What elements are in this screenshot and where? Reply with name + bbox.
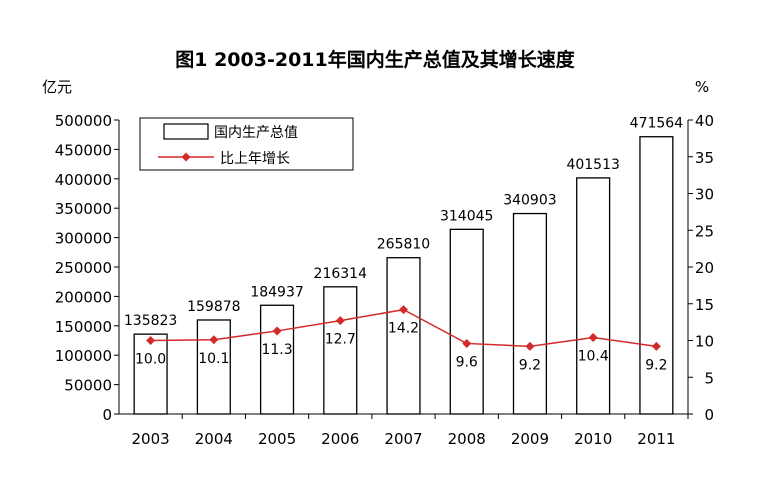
x-axis-tick-label: 2009 (511, 430, 549, 448)
right-axis-tick-label: 10 (695, 333, 714, 351)
gdp-bar (386, 257, 421, 415)
right-axis-unit: % (695, 78, 709, 96)
gdp-bar-label: 265810 (377, 237, 430, 253)
gdp-bar (512, 212, 548, 415)
gdp-bar-label: 340903 (503, 193, 556, 209)
left-axis-tick-label: 150000 (55, 318, 112, 336)
right-axis-tick-label: 35 (695, 149, 714, 167)
legend: 国内生产总值 比上年增长 (139, 117, 354, 171)
growth-label: 9.2 (645, 357, 667, 373)
growth-point (588, 333, 598, 343)
x-axis-tick-label: 2004 (195, 430, 233, 448)
gdp-bar (196, 319, 231, 415)
left-axis-tick-label: 200000 (55, 288, 112, 306)
gdp-bar-label: 471564 (630, 116, 684, 132)
axes-layer: 0 50000 100000 150000 200000 250000 300000 3500… (55, 112, 714, 448)
gdp-bar (323, 286, 358, 415)
left-axis-unit: 亿元 (42, 78, 72, 96)
gdp-bar-label: 401513 (566, 157, 619, 173)
right-axis-tick-label: 20 (695, 259, 714, 277)
growth-point (272, 326, 282, 336)
left-axis-tick-label: 0 (102, 406, 112, 424)
right-axis-tick-label: 15 (695, 296, 714, 314)
growth-label: 9.6 (456, 354, 478, 370)
legend-bar-label: 国内生产总值 (214, 125, 298, 141)
line-layer: 10.0 10.1 11.3 12.7 14.2 9.6 9.2 10.4 9.2 (135, 305, 668, 373)
growth-point (209, 335, 219, 345)
gdp-bar (259, 304, 295, 415)
legend-bar-swatch (163, 123, 209, 140)
gdp-bar-label: 314045 (440, 208, 493, 224)
gdp-bar-label: 216314 (314, 266, 368, 282)
x-axis-tick-label: 2005 (258, 430, 296, 448)
x-axis-tick-label: 2011 (637, 430, 675, 448)
left-axis-tick-label: 100000 (55, 347, 112, 365)
legend-line-marker (181, 152, 191, 162)
x-axis-tick-label: 2010 (574, 430, 612, 448)
left-axis-tick-label: 500000 (55, 112, 112, 130)
right-axis-tick-label: 25 (695, 222, 714, 240)
left-axis-tick-label: 400000 (55, 171, 112, 189)
gdp-bar-label: 184937 (250, 284, 303, 300)
left-axis-tick-label: 450000 (55, 141, 112, 159)
growth-label: 11.3 (261, 342, 292, 358)
bars-layer (133, 136, 674, 415)
gdp-bar-label: 159878 (187, 299, 240, 315)
chart-title: 图1 2003-2011年国内生产总值及其增长速度 (175, 48, 575, 71)
x-axis-tick-label: 2007 (384, 430, 422, 448)
growth-label: 12.7 (325, 332, 356, 348)
legend-line-label: 比上年增长 (220, 151, 290, 167)
gdp-bar (133, 333, 168, 415)
x-axis-tick-label: 2006 (321, 430, 359, 448)
growth-label: 10.1 (198, 351, 229, 367)
right-axis-tick-label: 5 (704, 369, 714, 387)
growth-point (146, 336, 156, 345)
bar-labels-layer: 135823 159878 184937 216314 265810 314045 3409… (124, 116, 683, 329)
left-axis-tick-label: 350000 (55, 200, 112, 218)
right-axis-tick-label: 40 (695, 112, 714, 130)
growth-point (651, 341, 661, 351)
growth-label: 14.2 (388, 321, 419, 337)
left-axis-tick-label: 50000 (64, 377, 112, 395)
x-axis-tick-label: 2003 (132, 430, 170, 448)
gdp-bar-label: 135823 (124, 313, 177, 329)
growth-label: 10.0 (135, 352, 166, 368)
right-axis-tick-label: 0 (704, 406, 714, 424)
x-axis-tick-label: 2008 (448, 430, 486, 448)
growth-point (525, 341, 535, 351)
growth-point (335, 316, 345, 326)
gdp-bar (576, 177, 611, 415)
growth-point (399, 305, 408, 315)
growth-label: 9.2 (519, 357, 541, 373)
right-axis-tick-label: 30 (695, 186, 714, 204)
left-axis-tick-label: 300000 (55, 230, 112, 248)
gdp-bar (639, 136, 674, 415)
growth-point (462, 338, 472, 348)
gdp-bar (449, 228, 484, 415)
left-axis-tick-label: 250000 (55, 259, 112, 277)
growth-label: 10.4 (578, 349, 609, 365)
